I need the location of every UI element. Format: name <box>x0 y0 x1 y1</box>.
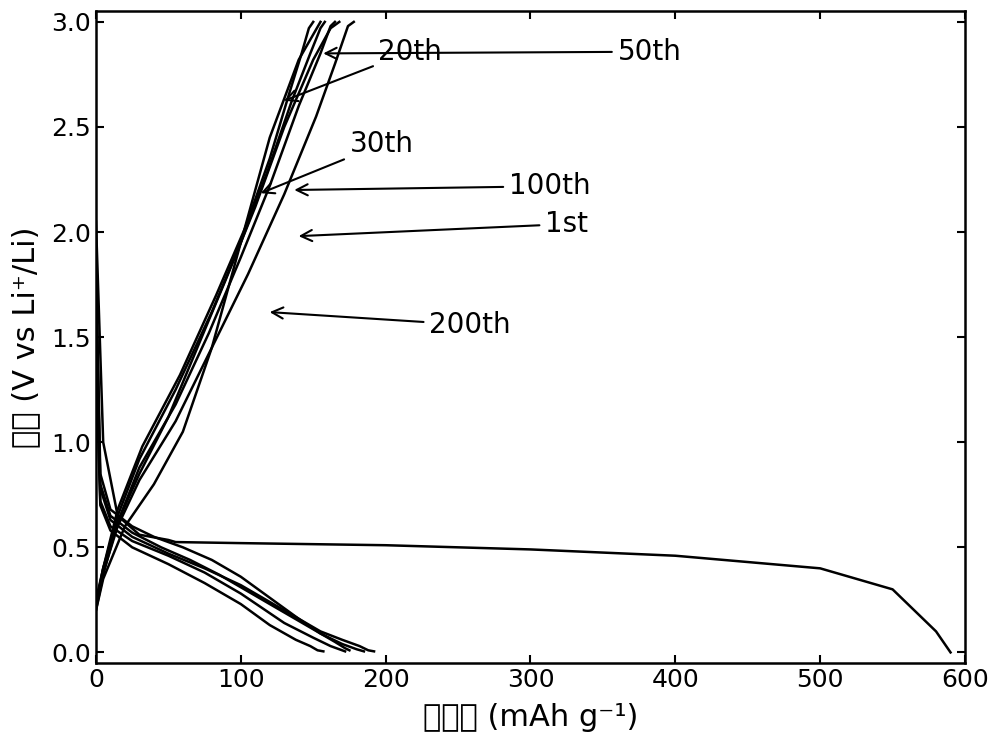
Text: 100th: 100th <box>297 172 590 200</box>
Text: 1st: 1st <box>301 210 588 241</box>
Text: 50th: 50th <box>326 38 681 65</box>
Text: 20th: 20th <box>286 38 442 101</box>
Text: 200th: 200th <box>272 308 511 339</box>
Text: 30th: 30th <box>263 130 413 193</box>
X-axis label: 比容量 (mAh g⁻¹): 比容量 (mAh g⁻¹) <box>423 703 638 732</box>
Y-axis label: 电压 (V vs Li⁺/Li): 电压 (V vs Li⁺/Li) <box>11 227 40 448</box>
